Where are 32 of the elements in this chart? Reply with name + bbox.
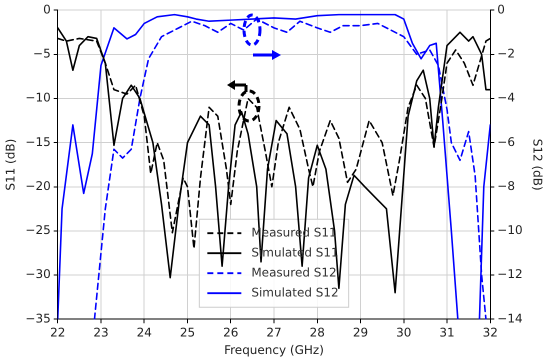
x-tick-label: 27 [266,326,282,340]
x-tick-label: 23 [93,326,109,340]
y-tick-label: −35 [25,311,51,326]
y2-tick-label: −4 [497,90,515,105]
y-tick-label: −10 [25,90,51,105]
y2-tick-label: 0 [497,2,505,16]
y2-tick-label: −14 [497,311,523,326]
x-tick-label: 32 [482,326,498,340]
y2-tick-label: −12 [497,267,523,282]
y-tick-label: −25 [25,223,51,238]
y2-tick-label: −10 [497,223,523,238]
legend-label: Measured S12 [251,265,337,280]
x-tick-label: 25 [180,326,196,340]
x-tick-label: 29 [352,326,368,340]
x-tick-label: 28 [310,326,325,340]
legend-label: Simulated S12 [251,285,339,300]
y-tick-label: −30 [25,267,51,282]
x-tick-label: 31 [439,326,455,340]
y-tick-label: −15 [25,134,51,149]
y-tick-label: −20 [25,178,51,193]
x-axis-title: Frequency (GHz) [224,342,324,357]
y-tick-label: −5 [33,46,51,60]
x-tick-label: 30 [396,326,412,340]
x-tick-label: 26 [223,326,238,340]
x-tick-label: 24 [136,326,152,340]
y-tick-label: 0 [43,2,51,16]
y2-axis-title: S12 (dB) [530,138,545,191]
y2-tick-label: −6 [497,134,515,149]
x-tick-label: 22 [50,326,66,340]
y-axis-title: S11 (dB) [3,138,18,191]
y2-tick-label: −8 [497,178,515,193]
y2-tick-label: −2 [497,46,515,60]
